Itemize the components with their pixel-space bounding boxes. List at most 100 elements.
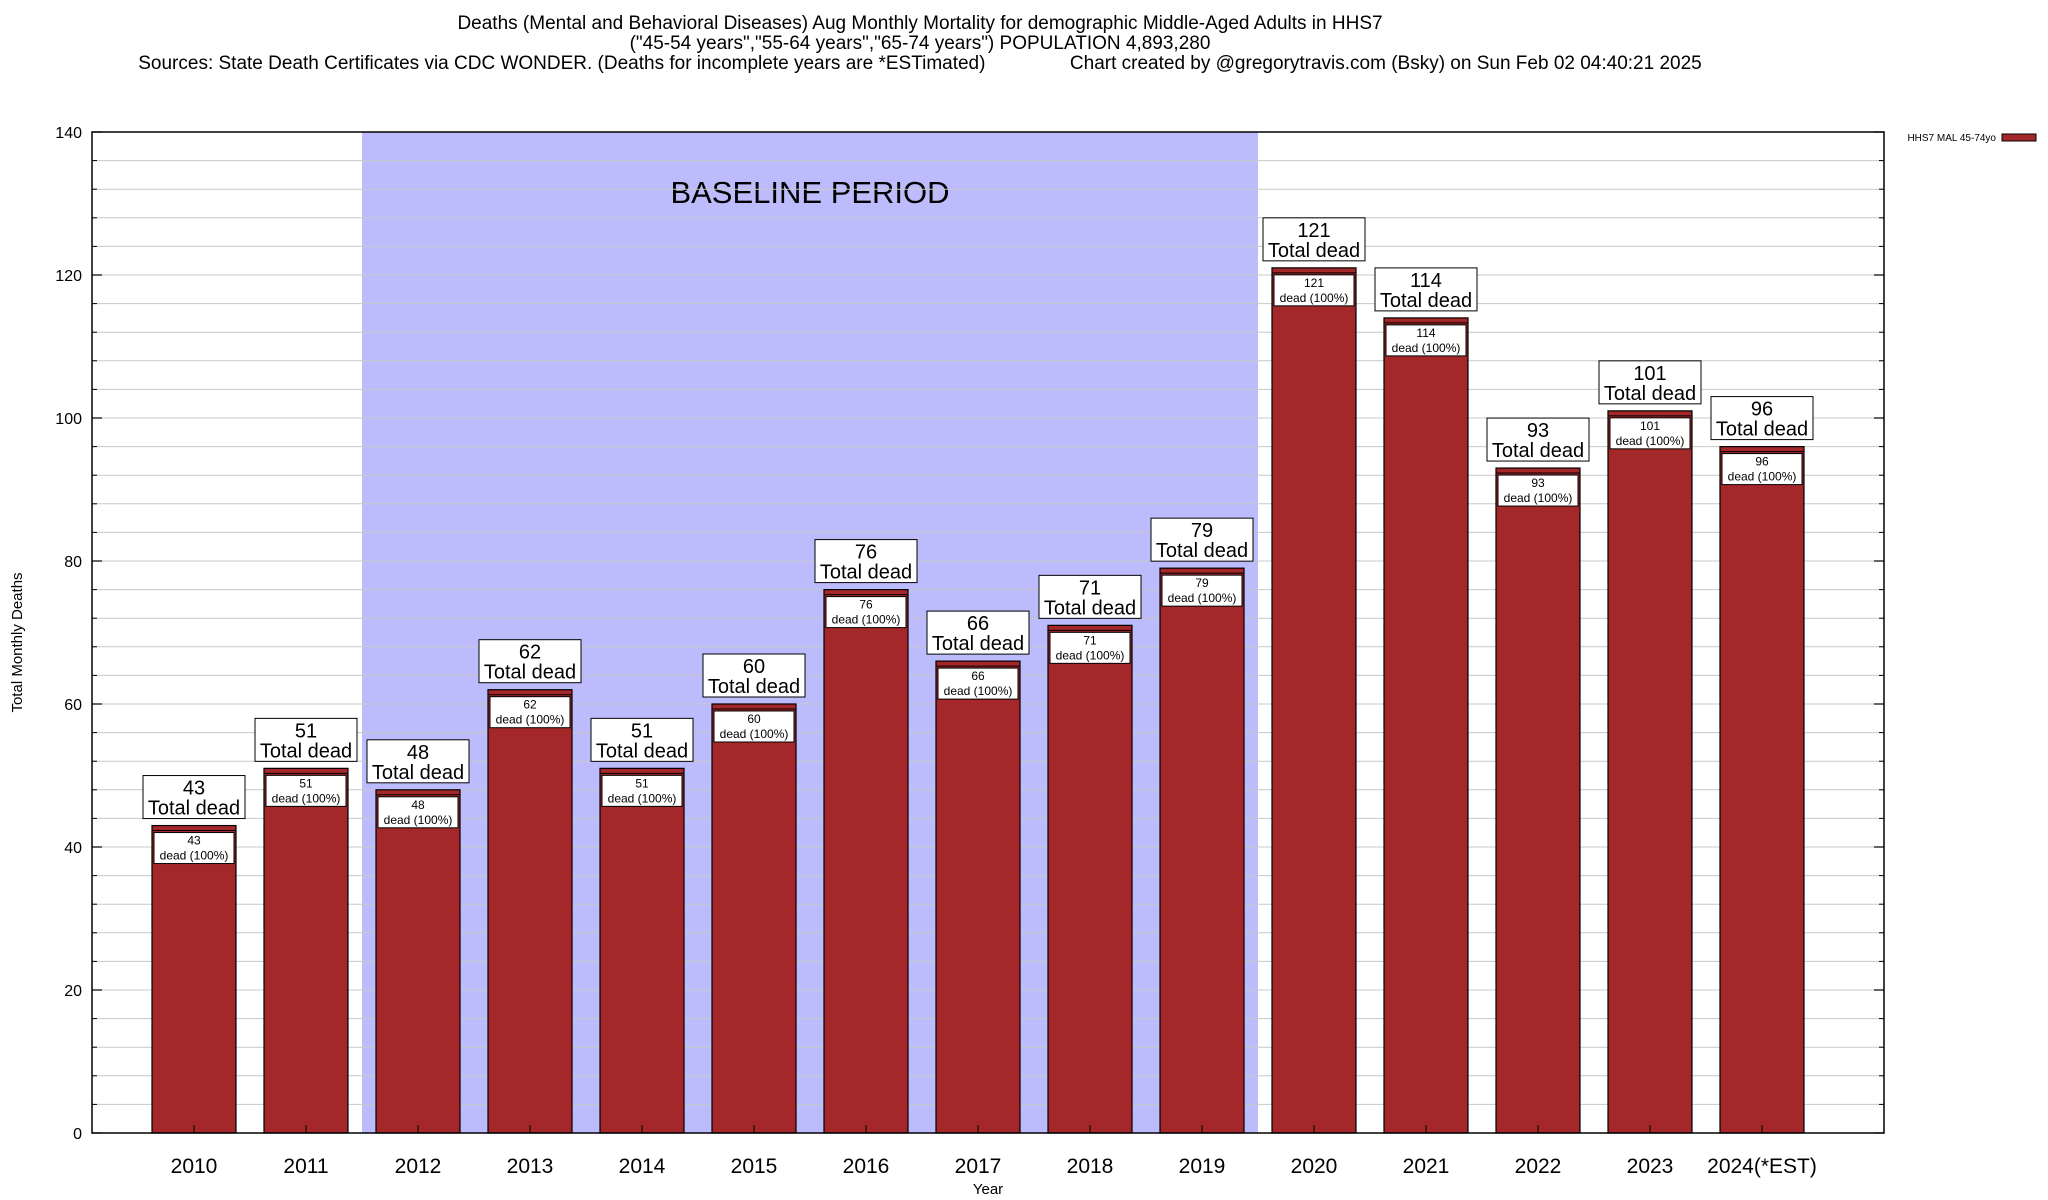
bar-total-value-label: 66 (967, 613, 989, 635)
bar-inner-pct-label: dead (100%) (1168, 591, 1237, 605)
bar-total-text-label: Total dead (372, 762, 464, 784)
bar-inner-label-box (1161, 574, 1243, 607)
bar-total-label-box (814, 539, 918, 584)
bar-total-text-label: Total dead (1492, 440, 1584, 462)
bar-inner-label-box (1049, 631, 1131, 664)
x-axis-label: Year (973, 1181, 1003, 1198)
bar (1271, 267, 1357, 1134)
bar-inner-label-box (1609, 417, 1691, 450)
bar-inner-value-label: 114 (1416, 326, 1435, 340)
bar-inner-label-box (1273, 274, 1355, 307)
bar-total-label-box (254, 717, 358, 762)
bar-total-text-label: Total dead (148, 798, 240, 820)
bar-inner-pct-label: dead (100%) (160, 849, 229, 863)
y-tick-label: 60 (64, 697, 82, 714)
bar (1383, 317, 1469, 1134)
bar-total-value-label: 48 (407, 742, 429, 764)
bar-inner-label-box (713, 710, 795, 743)
bar-total-text-label: Total dead (1268, 240, 1360, 262)
bar-inner-value-label: 79 (1195, 576, 1209, 590)
bar-total-value-label: 101 (1633, 363, 1666, 385)
bar-inner-value-label: 66 (971, 669, 985, 683)
plot-frame (91, 131, 1885, 1134)
bar-inner-label-box (153, 832, 235, 865)
baseline-period-label: BASELINE PERIOD (670, 175, 949, 210)
bar-total-text-label: Total dead (1604, 383, 1696, 405)
bar-inner-value-label: 51 (299, 776, 313, 790)
bar-inner-label-box (601, 774, 683, 807)
chart-title-line-1: Deaths (Mental and Behavioral Diseases) … (457, 13, 1383, 34)
bar-inner-label-box (489, 696, 571, 729)
bar-total-value-label: 96 (1751, 399, 1773, 421)
bar-inner-pct-label: dead (100%) (1616, 434, 1685, 448)
bar-total-text-label: Total dead (708, 676, 800, 698)
bar (1047, 624, 1133, 1134)
bar (1159, 567, 1245, 1134)
bar-total-label-box (1150, 517, 1254, 562)
bar-inner-pct-label: dead (100%) (1392, 341, 1461, 355)
bar-total-text-label: Total dead (820, 562, 912, 584)
y-axis-label: Total Monthly Deaths (9, 572, 26, 712)
bar-total-value-label: 43 (183, 778, 205, 800)
bar-total-value-label: 51 (631, 720, 653, 742)
bar (1719, 446, 1805, 1134)
bar-total-label-box (1598, 360, 1702, 405)
bar (1607, 410, 1693, 1134)
bar-inner-pct-label: dead (100%) (272, 791, 341, 805)
y-tick-label: 100 (55, 411, 82, 428)
bar-total-text-label: Total dead (1044, 597, 1136, 619)
bar-inner-value-label: 121 (1304, 276, 1324, 290)
chart-title-line-3: Sources: State Death Certificates via CD… (138, 53, 1702, 74)
bar-inner-pct-label: dead (100%) (1728, 470, 1797, 484)
x-tick-label: 2013 (507, 1155, 554, 1178)
x-tick-label: 2014 (619, 1155, 666, 1178)
x-tick-label: 2023 (1627, 1155, 1674, 1178)
bar-inner-label-box (265, 774, 347, 807)
legend-swatch (2001, 133, 2037, 142)
bar-total-text-label: Total dead (1380, 290, 1472, 312)
bar-total-label-box (1374, 267, 1478, 312)
chart-title-line-2: ("45-54 years","55-64 years","65-74 year… (629, 33, 1211, 54)
bar-inner-value-label: 76 (859, 598, 873, 612)
y-tick-label: 40 (64, 840, 82, 857)
bar-total-value-label: 121 (1297, 220, 1330, 242)
bar-total-value-label: 51 (295, 720, 317, 742)
bar (711, 703, 797, 1134)
bar (823, 588, 909, 1134)
bar-inner-pct-label: dead (100%) (1504, 491, 1573, 505)
bar-inner-value-label: 60 (747, 712, 761, 726)
bar-total-label-box (926, 610, 1030, 655)
x-tick-label: 2019 (1179, 1155, 1226, 1178)
bar-inner-value-label: 96 (1755, 455, 1769, 469)
bar (935, 660, 1021, 1134)
y-tick-label: 20 (64, 983, 82, 1000)
bar-total-text-label: Total dead (1716, 419, 1808, 441)
bar-total-label-box (366, 739, 470, 784)
bar (375, 789, 461, 1134)
bar-total-text-label: Total dead (484, 662, 576, 684)
x-tick-label: 2015 (731, 1155, 778, 1178)
bar-total-label-box (142, 775, 246, 820)
bar-total-value-label: 71 (1079, 577, 1101, 599)
bar-inner-label-box (377, 796, 459, 829)
x-tick-label: 2016 (843, 1155, 890, 1178)
bar-total-text-label: Total dead (596, 740, 688, 762)
bar-inner-pct-label: dead (100%) (832, 613, 901, 627)
bar-inner-pct-label: dead (100%) (720, 727, 789, 741)
bar-inner-value-label: 93 (1531, 476, 1545, 490)
bar (151, 824, 237, 1134)
x-tick-label: 2011 (283, 1155, 328, 1178)
bar-inner-pct-label: dead (100%) (1280, 291, 1349, 305)
bar-total-label-box (478, 639, 582, 684)
bar-total-value-label: 62 (519, 642, 541, 664)
x-tick-label: 2024(*EST) (1707, 1155, 1817, 1178)
legend-label: HHS7 MAL 45-74yo (1907, 133, 1996, 144)
y-tick-label: 140 (55, 125, 82, 142)
bar (599, 767, 685, 1134)
bar-total-value-label: 79 (1191, 520, 1213, 542)
y-tick-label: 0 (73, 1126, 82, 1143)
bar-inner-value-label: 48 (411, 798, 425, 812)
x-tick-label: 2020 (1291, 1155, 1338, 1178)
bar-total-value-label: 93 (1527, 420, 1549, 442)
